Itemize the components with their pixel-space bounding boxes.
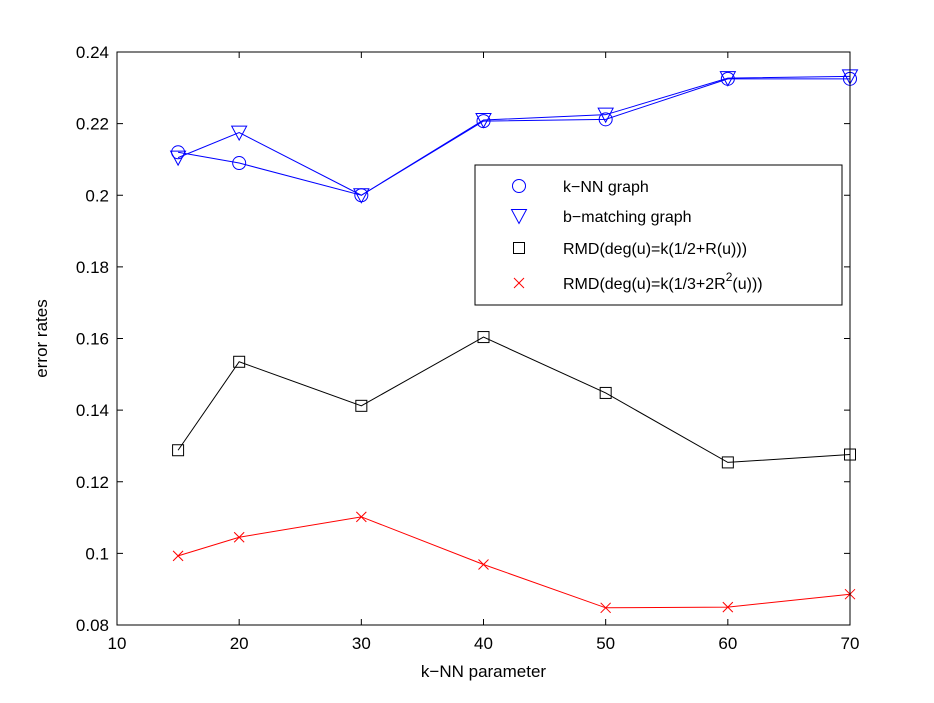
legend-item: b−matching graph (510, 209, 692, 226)
plot-background (117, 52, 850, 625)
legend-box (474, 164, 843, 306)
data-point (597, 107, 615, 124)
data-point (598, 112, 613, 127)
data-point (355, 399, 368, 412)
legend-item: k−NN graph (512, 179, 649, 196)
y-axis-label: error rates (32, 299, 51, 377)
legend-marker (513, 277, 525, 289)
x-tick-label: 70 (841, 634, 860, 653)
plot-frame (116, 51, 851, 626)
legend-marker (512, 179, 526, 193)
series-line (177, 336, 851, 463)
y-tick-label: 0.16 (76, 330, 109, 349)
data-point (172, 550, 184, 562)
data-point (233, 355, 246, 368)
x-tick-label: 40 (474, 634, 493, 653)
data-point (600, 602, 612, 614)
data-point (232, 156, 247, 171)
x-tick-label: 20 (230, 634, 249, 653)
marker-stroke (233, 531, 245, 543)
data-point (719, 71, 737, 87)
x-axis-label: k−NN parameter (421, 662, 547, 681)
data-point (230, 125, 248, 142)
legend-item: RMD(deg(u)=k(1/2+R(u))) (513, 241, 747, 258)
legend-label-main: k−NN graph (563, 179, 649, 196)
legend-label: RMD(deg(u)=k(1/2+R(u))) (563, 241, 747, 258)
marker-stroke (172, 550, 184, 562)
y-tick-label: 0.08 (76, 616, 109, 635)
x-tick-label: 60 (718, 634, 737, 653)
data-point (355, 511, 367, 523)
data-point (172, 444, 185, 457)
legend-item: RMD(deg(u)=k(1/3+2R2(u))) (513, 270, 763, 293)
legend-label-main: b−matching graph (563, 209, 692, 226)
y-tick-label: 0.12 (76, 473, 109, 492)
legend-label: RMD(deg(u)=k(1/3+2R2(u))) (563, 270, 763, 293)
marker-stroke (478, 559, 489, 570)
y-tick-label: 0.22 (76, 115, 109, 134)
marker-stroke (513, 277, 525, 289)
legend-marker (513, 242, 525, 254)
x-axis-ticks: 10 20 30 40 50 60 70 (108, 52, 860, 653)
y-tick-label: 0.18 (76, 258, 109, 277)
x-tick-label: 50 (596, 634, 615, 653)
data-point (721, 456, 734, 469)
y-tick-label: 0.14 (76, 401, 109, 420)
legend-label: b−matching graph (563, 209, 692, 226)
legend: k−NN graph b−matching graph RMD(deg(u)=k(1… (474, 164, 843, 306)
marker-stroke (722, 601, 734, 613)
series-line (177, 78, 850, 196)
data-point (477, 331, 490, 344)
marker-stroke (600, 602, 612, 614)
y-tick-label: 0.24 (76, 43, 109, 62)
series-line (177, 75, 851, 196)
series-layer (169, 69, 859, 614)
legend-label: k−NN graph (563, 179, 649, 196)
data-point (478, 559, 489, 570)
series-3 (172, 511, 856, 614)
x-tick-label: 10 (108, 634, 127, 653)
legend-label-superscript: 2 (726, 270, 733, 284)
legend-label-main: RMD(deg(u)=k(1/3+2R (563, 276, 726, 293)
data-point (475, 113, 492, 129)
data-point (722, 601, 734, 613)
y-axis-ticks: 0.08 0.1 0.12 0.14 0.16 0.18 0.2 0.22 0.24 (76, 43, 850, 635)
legend-label-tail: (u))) (732, 276, 762, 293)
data-point (599, 386, 612, 399)
legend-label-main: RMD(deg(u)=k(1/2+R(u))) (563, 241, 747, 258)
data-point (169, 150, 187, 167)
marker-stroke (355, 511, 367, 523)
y-tick-label: 0.1 (85, 544, 109, 563)
legend-marker (510, 209, 528, 225)
data-point (233, 531, 245, 543)
y-tick-label: 0.2 (85, 186, 109, 205)
series-2 (172, 331, 856, 469)
x-tick-label: 30 (352, 634, 371, 653)
data-point (352, 188, 370, 204)
